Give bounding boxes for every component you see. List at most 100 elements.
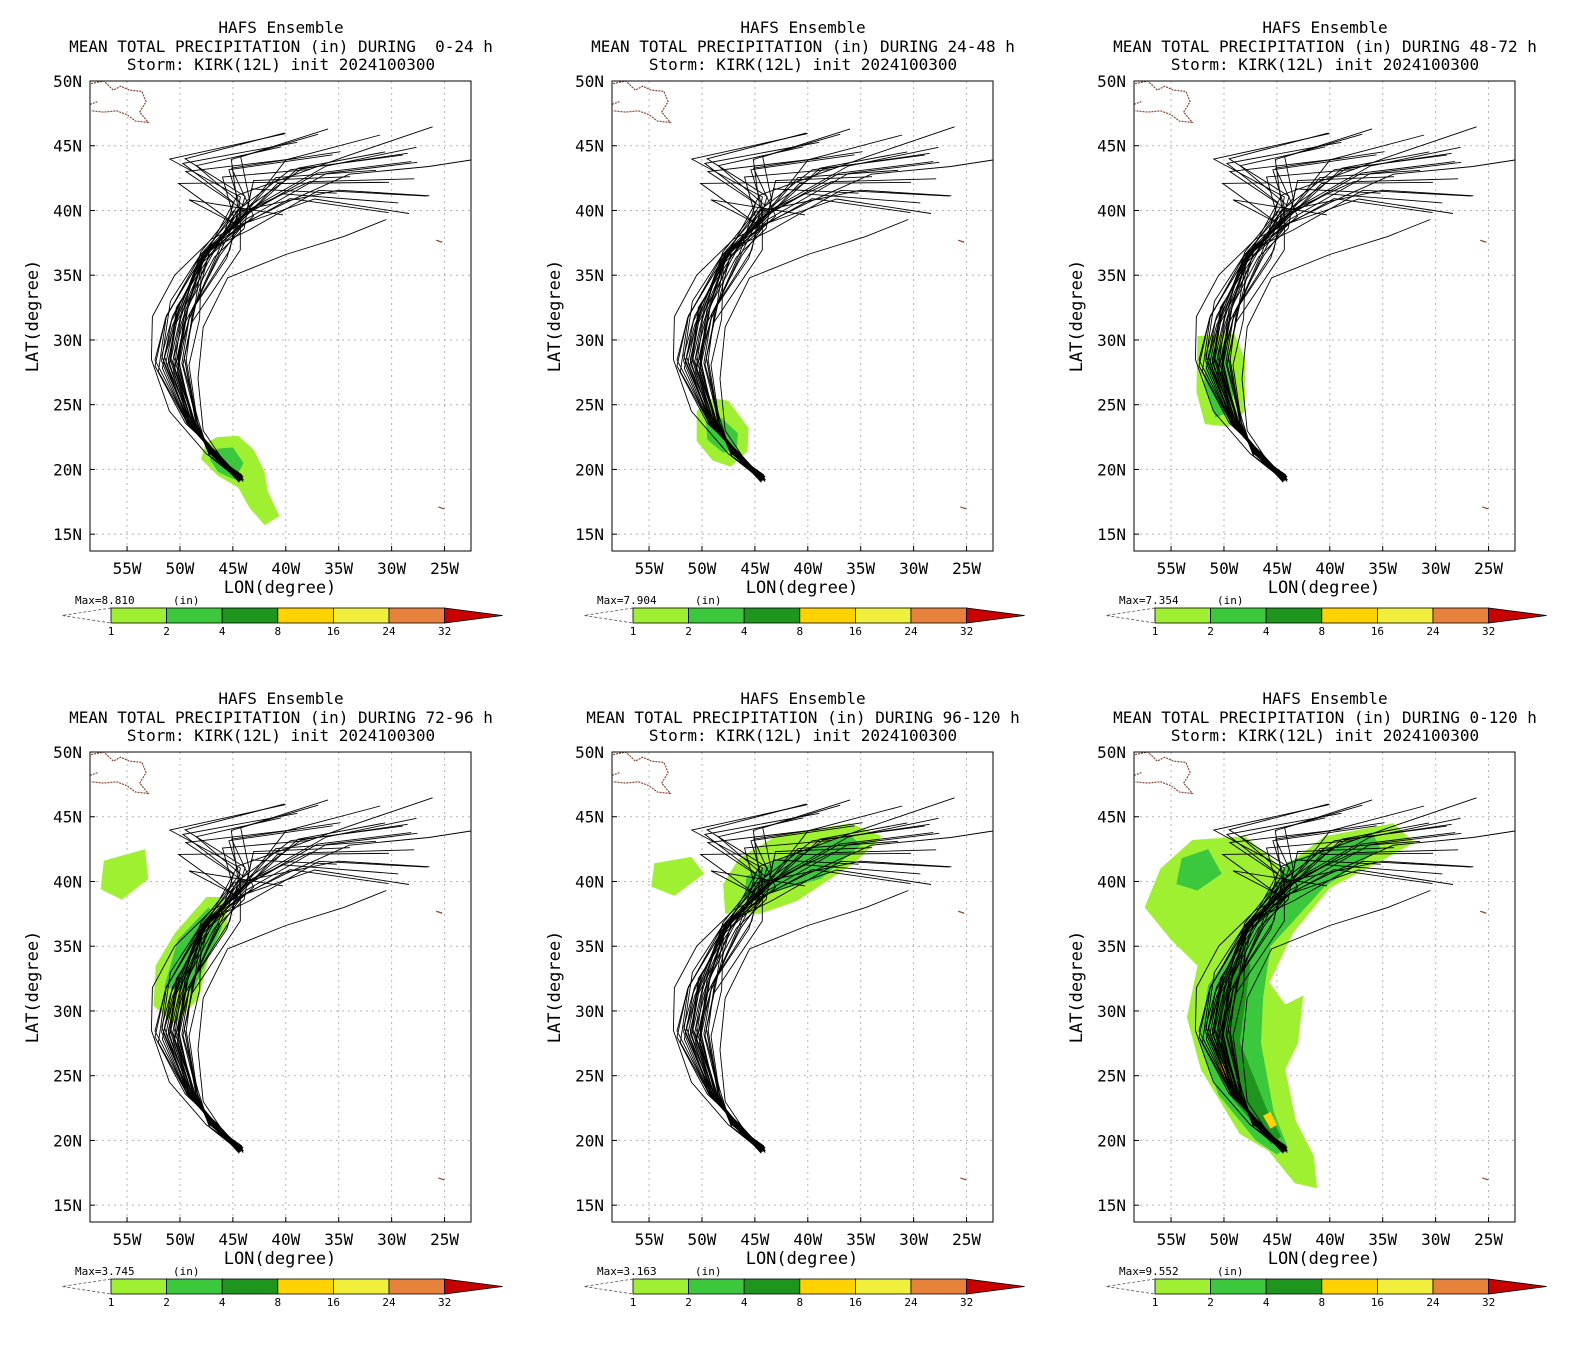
x-axis-label: LON(degree) [224,1249,337,1269]
storm-line: Storm: KIRK(12L) init 2024100300 [1171,55,1479,74]
storm-track [1221,178,1459,476]
colorbar-label: 16 [327,1296,340,1309]
rain-area [744,834,861,900]
colorbar-under [583,1278,634,1295]
colorbar-box [221,607,279,624]
storm-track [154,198,410,476]
colorbar-label: 16 [327,625,340,638]
colorbar-over [966,607,1025,624]
y-tick-label: 45N [53,137,82,156]
y-axis-label: LAT(degree) [545,260,565,373]
grid [612,81,993,551]
x-tick-label: 45W [1262,1230,1291,1249]
storm-track [183,189,428,478]
storm-track [683,151,863,482]
panel-title: MEAN TOTAL PRECIPITATION (in) DURING 96-… [586,708,1019,727]
units-label: (in) [1217,1265,1244,1278]
colorbar-label: 24 [1426,1296,1440,1309]
plot-content [612,752,993,1181]
x-tick-label: 40W [793,559,822,578]
storm-track [704,825,855,1151]
plot-content [612,81,993,510]
title-prefix: MEAN TOTAL PRECIPITATION (in) DURING [69,708,425,727]
y-tick-label: 40N [575,201,604,220]
storm-track [197,219,387,481]
x-tick-label: 40W [793,1230,822,1249]
storm-track [1227,189,1472,478]
x-tick-label: 45W [740,559,769,578]
storm-track [719,219,909,481]
x-tick-label: 40W [271,559,300,578]
storm-track [1205,146,1461,479]
colorbar-over [1488,1278,1547,1295]
colorbar-label: 24 [382,1296,396,1309]
island [438,1177,445,1181]
colorbar-label: 32 [438,1296,451,1309]
colorbar-box [277,1278,334,1295]
y-tick-label: 35N [53,937,82,956]
x-tick-label: 55W [635,1230,664,1249]
storm-track [182,825,333,1151]
island [960,1177,967,1181]
colorbar-label: 32 [438,625,451,638]
storm-track [174,870,284,1151]
colorbar-box [854,607,912,624]
suptitle: HAFS Ensemble [740,689,865,708]
colorbar-label: 32 [960,625,973,638]
x-tick-label: 35W [846,559,875,578]
y-tick-label: 20N [1097,1131,1126,1150]
colorbar-label: 24 [1426,625,1440,638]
colorbar-label: 8 [274,625,281,638]
title-period: 96-120 h [943,708,1020,727]
colorbar-label: 16 [1371,625,1384,638]
colorbar-box [910,1278,967,1295]
y-axis-label: LAT(degree) [23,931,43,1044]
colorbar-label: 16 [849,1296,862,1309]
storm-track [150,159,471,477]
x-tick-label: 25W [430,559,459,578]
colorbar-over [444,607,503,624]
colorbar-label: 32 [960,1296,973,1309]
colorbar-box [1154,607,1211,624]
x-tick-label: 45W [1262,559,1291,578]
colorbar-box [632,1278,689,1295]
colorbar-over [966,1278,1025,1295]
storm-line: Storm: KIRK(12L) init 2024100300 [649,55,957,74]
storm-track [1227,198,1433,480]
suptitle: HAFS Ensemble [740,18,865,37]
colorbar-label: 8 [796,1296,803,1309]
island [1482,1177,1489,1181]
coastline [1134,772,1142,776]
title-period: 72-96 h [425,708,492,727]
grid [90,81,471,551]
y-tick-label: 30N [575,331,604,350]
colorbar-box [1210,607,1267,624]
suptitle: HAFS Ensemble [1262,689,1387,708]
x-tick-label: 40W [271,1230,300,1249]
suptitle: HAFS Ensemble [1262,18,1387,37]
x-tick-label: 30W [377,1230,406,1249]
island [438,506,445,510]
plot-frame [611,751,994,1223]
plot-frame [89,80,472,552]
colorbar-box [688,1278,745,1295]
x-tick-label: 35W [324,559,353,578]
y-tick-label: 50N [575,743,604,762]
max-label: Max=7.904 [597,594,657,607]
storm-track [1220,181,1434,482]
colorbar-label: 4 [1263,1296,1270,1309]
colorbar-box [388,607,445,624]
grid [90,752,471,1222]
colorbar-box [1154,1278,1211,1295]
suptitle: HAFS Ensemble [218,689,343,708]
colorbar-box [910,607,967,624]
y-tick-label: 25N [575,396,604,415]
colorbar-box [166,1278,223,1295]
x-axis-label: LON(degree) [1268,578,1381,598]
colorbar-box [743,1278,801,1295]
colorbar-label: 1 [630,1296,637,1309]
precip-panel: HAFS Ensemble MEAN TOTAL PRECIPITATION (i… [522,0,1048,676]
y-tick-label: 30N [1097,1002,1126,1021]
